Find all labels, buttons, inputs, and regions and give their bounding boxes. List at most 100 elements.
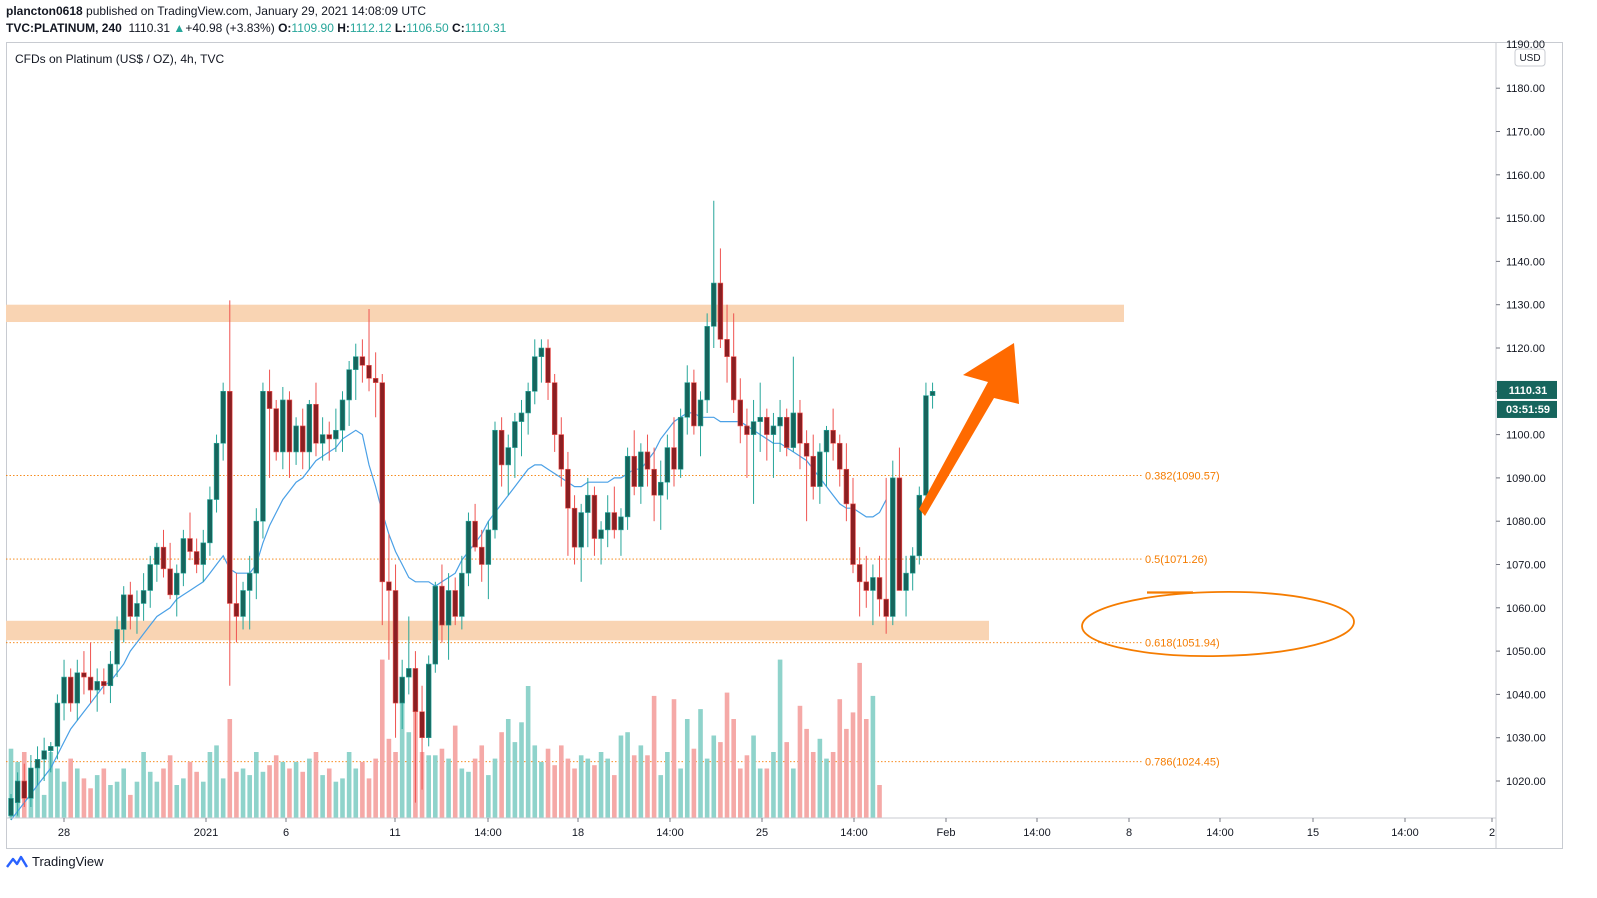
candle-body: [233, 603, 240, 617]
volume-bar: [307, 758, 312, 818]
candle-body: [14, 780, 21, 803]
author-name[interactable]: plancton0618: [6, 4, 83, 18]
bullish-arrow-icon[interactable]: [919, 343, 1019, 516]
candle-body: [459, 572, 465, 617]
candle-body: [452, 590, 458, 617]
candle-body: [306, 403, 313, 453]
volume-bar: [207, 752, 213, 818]
fib-label: 0.5(1071.26): [1145, 554, 1207, 566]
candle-body: [525, 390, 531, 414]
candle: [353, 343, 359, 400]
time-tick-label: 14:00: [1391, 827, 1419, 839]
candle-body: [757, 416, 763, 422]
candle: [631, 430, 637, 496]
candle: [253, 508, 260, 600]
candle: [174, 564, 180, 617]
candle-body: [850, 503, 856, 565]
candle-body: [651, 468, 657, 496]
candle: [246, 555, 253, 630]
time-axis[interactable]: 28 2021 6 11 14:00 18 14:00 25 14:00 Feb 14:00 8 14:…: [58, 818, 1495, 839]
price-tick-label: 1140.00: [1506, 256, 1545, 268]
volume-bar: [452, 725, 458, 818]
candle-body: [691, 382, 697, 427]
footer-brand[interactable]: TradingView: [6, 854, 104, 869]
candle-body: [94, 681, 100, 691]
candle-body: [366, 365, 372, 379]
time-tick-label: 14:00: [840, 827, 868, 839]
price-tick-label: 1070.00: [1506, 560, 1546, 572]
candle: [512, 412, 518, 478]
volume-bar: [824, 758, 829, 818]
candle: [180, 529, 187, 587]
candle: [286, 391, 293, 478]
candle-body: [585, 494, 591, 513]
candle-body: [419, 711, 425, 738]
candle: [856, 547, 863, 617]
candle-body: [777, 416, 783, 427]
candle: [850, 477, 856, 574]
candle-body: [638, 451, 644, 487]
candle: [266, 369, 273, 478]
zone-resistance[interactable]: [6, 304, 1124, 323]
price-tick-label: 1150.00: [1506, 213, 1545, 225]
candle: [551, 373, 558, 452]
candle-body: [313, 403, 319, 444]
candle: [14, 772, 21, 816]
candle-body: [711, 282, 717, 327]
candle-body: [664, 447, 671, 483]
candle-body: [863, 581, 869, 591]
volume-bar: [366, 778, 372, 818]
candle-body: [34, 759, 41, 769]
zone-support[interactable]: [6, 620, 989, 641]
volume-bar: [35, 765, 40, 818]
volume-bar: [108, 785, 113, 818]
candle: [578, 503, 584, 582]
fib-circle-drawing[interactable]: [1081, 590, 1355, 659]
candle: [896, 447, 903, 591]
candle: [638, 443, 644, 504]
candle-body: [717, 282, 724, 340]
volume-bar: [870, 695, 876, 818]
candle: [505, 434, 511, 496]
time-tick-label: 14:00: [474, 827, 502, 839]
price-axis[interactable]: 1020.00 1030.00 1040.00 1050.00 1060.00 1070.…: [6, 39, 1557, 849]
high-label: H:: [337, 21, 350, 35]
candle-body: [684, 382, 690, 418]
volume-bar: [340, 778, 345, 818]
candle-body: [479, 546, 485, 565]
candle: [843, 443, 850, 522]
volume-bar: [181, 778, 186, 818]
zones-layer: [6, 304, 1124, 641]
volume-bar: [532, 745, 538, 818]
candle-body: [346, 369, 352, 401]
volume-bar: [578, 755, 584, 818]
candle: [697, 391, 704, 457]
candle-body: [518, 412, 525, 422]
volume-bar: [439, 748, 445, 818]
volume-bar: [479, 745, 485, 818]
candle-body: [704, 326, 710, 401]
price-tick-label: 1080.00: [1506, 516, 1546, 528]
candle: [737, 378, 744, 444]
volume-bar: [386, 738, 392, 818]
volume-bar: [353, 768, 359, 818]
candle: [837, 434, 843, 487]
time-tick-label: 14:00: [1023, 827, 1051, 839]
candle-body: [293, 425, 299, 453]
candle-body: [545, 347, 551, 383]
candle: [306, 399, 313, 470]
ohlc-header: TVC:PLATINUM, 240 1110.31 ▲+40.98 (+3.83…: [6, 21, 506, 35]
volume-bar: [200, 781, 206, 818]
currency-badge[interactable]: USD: [1514, 48, 1546, 67]
candle: [213, 434, 220, 513]
volume-bar: [764, 768, 770, 818]
candle: [472, 503, 478, 552]
candle-body: [220, 390, 226, 444]
candle-body: [127, 594, 134, 617]
chart-frame[interactable]: [6, 42, 1563, 849]
candle: [817, 443, 823, 504]
volume-bar: [174, 785, 180, 818]
candle-body: [359, 356, 366, 366]
volume-bar: [592, 765, 597, 818]
